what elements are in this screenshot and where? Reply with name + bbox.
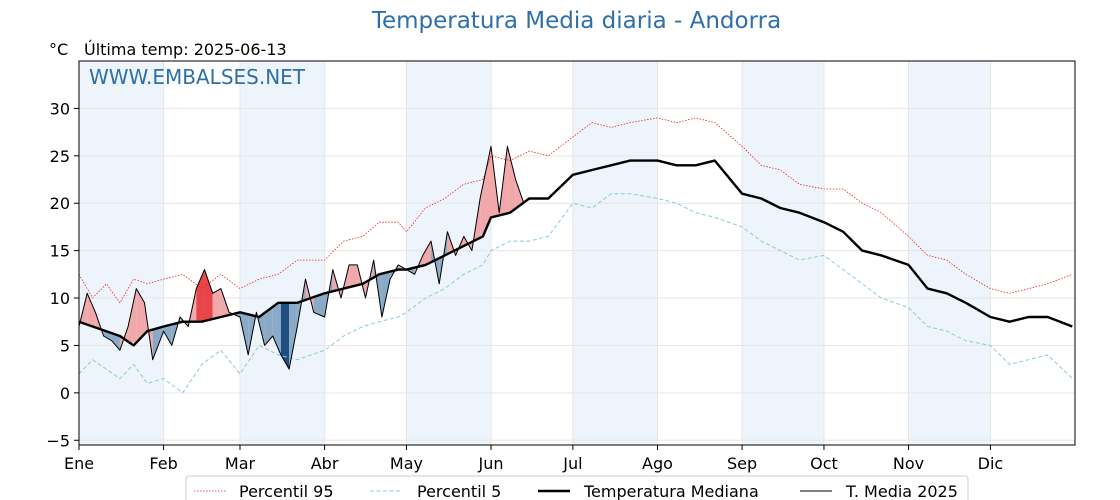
anomaly-fill-below <box>272 302 281 355</box>
anomaly-fill-above <box>349 264 358 288</box>
month-band <box>79 61 164 445</box>
legend-box <box>185 475 969 500</box>
month-band <box>908 61 991 445</box>
y-tick-label: 5 <box>60 336 70 355</box>
y-unit-label: °C <box>49 40 69 59</box>
series-line-2025 <box>78 145 525 370</box>
legend-label: T. Media 2025 <box>845 482 958 500</box>
y-tick-label: 0 <box>60 384 70 403</box>
anomaly-fill-above <box>212 288 221 320</box>
x-tick-label: Oct <box>810 454 838 473</box>
series-line-median <box>78 159 1073 347</box>
month-bands <box>79 61 991 445</box>
x-tick-label: Jun <box>478 454 504 473</box>
x-tick-label: Nov <box>893 454 924 473</box>
anomaly-fill-above <box>128 288 137 343</box>
x-tick-label: May <box>390 454 423 473</box>
anomaly-fill-below <box>313 293 325 317</box>
chart-title: Temperatura Media diaria - Andorra <box>371 8 782 34</box>
anomaly-fill-above <box>204 269 213 322</box>
anomaly-fill-above <box>480 146 492 238</box>
x-tick-label: Mar <box>225 454 256 473</box>
anomaly-fill-below <box>163 324 172 346</box>
legend-label: Percentil 5 <box>417 482 501 500</box>
x-tick-label: Ago <box>642 454 673 473</box>
y-tick-label: 20 <box>50 194 70 213</box>
legend: Percentil 95 Percentil 5 Temperatura Media… <box>185 475 969 500</box>
anomaly-fill-below <box>280 302 290 370</box>
month-band <box>239 61 325 445</box>
series-line-p95 <box>78 117 1073 304</box>
anomaly-fill-above <box>136 288 145 343</box>
x-tick-label: Feb <box>149 454 177 473</box>
month-band <box>572 61 658 445</box>
x-tick-label: Dic <box>978 454 1004 473</box>
anomaly-fill-below <box>264 306 273 346</box>
plot-frame <box>78 60 1076 446</box>
anomaly-fill-below <box>111 333 120 351</box>
x-tick-label: Ene <box>64 454 94 473</box>
series-line-p5 <box>78 193 1073 394</box>
month-band <box>742 61 824 445</box>
anomaly-fill-above <box>507 146 516 214</box>
x-axis-ticks: Ene Feb Mar Abr May Jun Jul Ago Sep Oct Nov Dic <box>64 445 1003 473</box>
series-lines <box>78 117 1073 394</box>
y-tick-label: 25 <box>50 147 70 166</box>
legend-label: Temperatura Mediana <box>583 482 759 500</box>
x-tick-label: Jul <box>562 454 582 473</box>
anomaly-fill-above <box>87 293 96 328</box>
y-tick-label: 30 <box>50 99 70 118</box>
anomaly-fill-above <box>196 269 205 322</box>
y-tick-label: −5 <box>46 431 70 450</box>
y-tick-label: 10 <box>50 289 70 308</box>
x-tick-label: Sep <box>727 454 757 473</box>
y-axis-ticks: −5 0 5 10 15 20 25 30 <box>46 99 79 450</box>
x-tick-label: Abr <box>311 454 339 473</box>
y-tick-label: 15 <box>50 242 70 261</box>
watermark-text: WWW.EMBALSES.NET <box>89 65 306 89</box>
anomaly-fill-above <box>422 241 432 266</box>
last-temp-label: Última temp: 2025-06-13 <box>84 40 287 59</box>
anomaly-fill-below <box>289 302 298 370</box>
legend-label: Percentil 95 <box>239 482 334 500</box>
